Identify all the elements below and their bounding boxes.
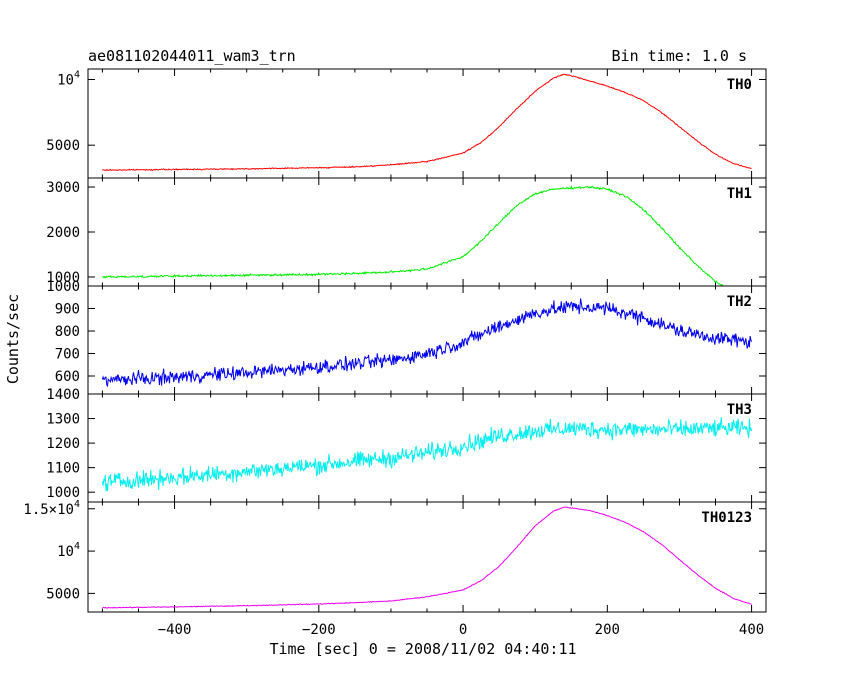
panel-frame [87, 393, 767, 503]
panel-th1: 1000 2000 3000 TH1 [46, 177, 767, 287]
y-tick-label: 1000 [46, 485, 80, 501]
y-tick-label: 1200 [46, 436, 80, 452]
series-line-th0123 [102, 506, 752, 609]
y-tick-label: 5000 [46, 138, 80, 154]
y-tick-label: 1400 [46, 387, 80, 403]
series-line-th2 [101, 298, 753, 388]
y-tick-label: 104 [57, 541, 80, 560]
y-tick-label: 600 [55, 369, 80, 385]
series-line-th3 [101, 417, 753, 492]
y-tick-label: 900 [55, 302, 80, 318]
x-tick-label: −200 [302, 622, 336, 638]
series-line-th1 [102, 185, 752, 287]
panel-label: TH2 [727, 294, 752, 310]
y-tick-label: 1000 [46, 270, 80, 286]
chart-title: ae081102044011_wam3_trn [88, 47, 296, 65]
x-axis-label: Time [sec] 0 = 2008/11/02 04:40:11 [269, 640, 576, 658]
x-tick-label: 400 [739, 622, 764, 638]
y-tick-label: 1300 [46, 412, 80, 428]
series-line-th0 [102, 73, 752, 172]
y-tick-label: 104 [57, 70, 80, 89]
x-tick-label: 0 [459, 622, 467, 638]
panel-th2: 600 700 800 900 1000 TH2 [46, 279, 767, 395]
x-tick-label: 200 [595, 622, 620, 638]
panel-th3: 1000 1100 1200 1300 1400 TH3 [46, 387, 767, 503]
y-tick-label: 2000 [46, 225, 80, 241]
panel-th0123: 5000 104 1.5×104 TH0123 [23, 499, 767, 613]
panel-th0: 5000 104 TH0 [46, 68, 767, 179]
y-tick-label: 3000 [46, 180, 80, 196]
y-tick-label: 700 [55, 347, 80, 363]
panel-label: TH3 [727, 402, 752, 418]
y-tick-label: 1.5×104 [23, 499, 80, 518]
y-tick-label: 1100 [46, 461, 80, 477]
panel-label: TH0123 [701, 510, 752, 526]
x-tick-label: −400 [158, 622, 192, 638]
y-axis-label: Counts/sec [4, 294, 22, 384]
y-tick-label: 800 [55, 324, 80, 340]
y-tick-label: 1000 [46, 279, 80, 295]
panel-label: TH1 [727, 186, 752, 202]
panel-frame [87, 285, 767, 395]
y-tick-label: 5000 [46, 586, 80, 602]
panel-frame [87, 177, 767, 287]
bin-time-label: Bin time: 1.0 s [612, 47, 747, 65]
panel-label: TH0 [727, 77, 752, 93]
panel-frame [87, 501, 767, 613]
